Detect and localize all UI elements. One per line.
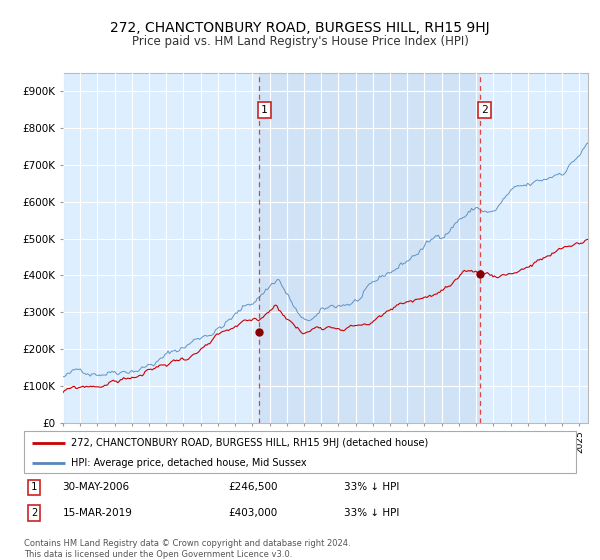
Text: 272, CHANCTONBURY ROAD, BURGESS HILL, RH15 9HJ: 272, CHANCTONBURY ROAD, BURGESS HILL, RH… <box>110 21 490 35</box>
Bar <box>259 73 480 423</box>
Text: 2: 2 <box>482 105 488 115</box>
Text: HPI: Average price, detached house, Mid Sussex: HPI: Average price, detached house, Mid … <box>71 458 307 468</box>
Text: 15-MAR-2019: 15-MAR-2019 <box>62 508 133 518</box>
Text: 272, CHANCTONBURY ROAD, BURGESS HILL, RH15 9HJ (detached house): 272, CHANCTONBURY ROAD, BURGESS HILL, RH… <box>71 438 428 448</box>
Text: Price paid vs. HM Land Registry's House Price Index (HPI): Price paid vs. HM Land Registry's House … <box>131 35 469 48</box>
Text: 30-MAY-2006: 30-MAY-2006 <box>62 482 130 492</box>
FancyBboxPatch shape <box>24 431 576 473</box>
Text: £246,500: £246,500 <box>228 482 278 492</box>
Text: £403,000: £403,000 <box>228 508 277 518</box>
Text: 33% ↓ HPI: 33% ↓ HPI <box>344 482 400 492</box>
Text: 2: 2 <box>31 508 37 518</box>
Text: 1: 1 <box>31 482 37 492</box>
Text: 33% ↓ HPI: 33% ↓ HPI <box>344 508 400 518</box>
Text: 1: 1 <box>261 105 268 115</box>
Text: Contains HM Land Registry data © Crown copyright and database right 2024.
This d: Contains HM Land Registry data © Crown c… <box>24 539 350 559</box>
